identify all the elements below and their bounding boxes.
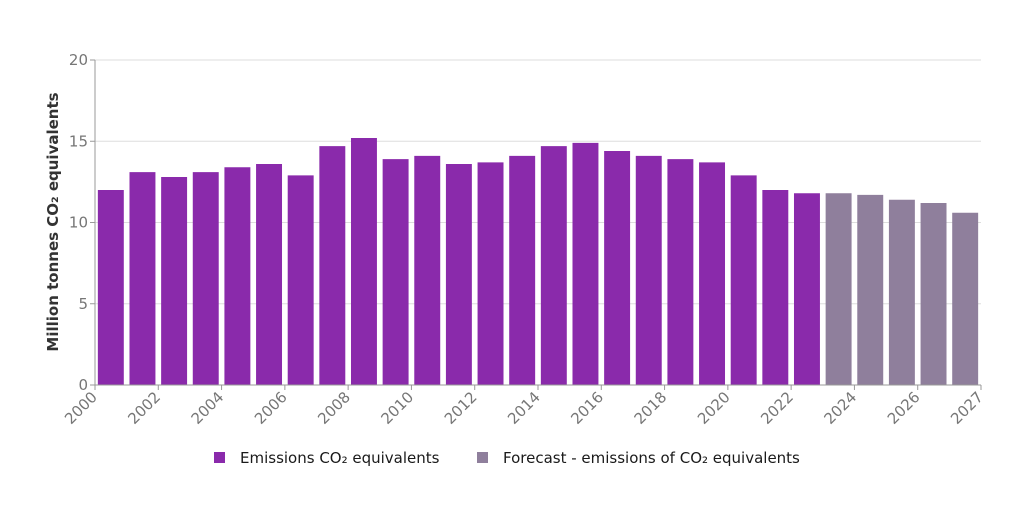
bars xyxy=(97,138,979,385)
bar-emissions xyxy=(382,159,409,385)
axes xyxy=(90,59,982,390)
bar-emissions xyxy=(350,138,377,385)
bar-emissions xyxy=(762,190,789,385)
x-tick-label: 2008 xyxy=(314,388,354,428)
x-tick-label: 2014 xyxy=(504,388,544,428)
bar-emissions xyxy=(414,155,441,385)
bar-emissions xyxy=(699,162,726,385)
x-tick-label: 2002 xyxy=(124,388,164,428)
legend-swatch-forecast xyxy=(477,452,488,463)
bar-emissions xyxy=(540,146,567,385)
bar-emissions xyxy=(192,172,219,385)
x-tick-label: 2016 xyxy=(567,388,607,428)
legend-swatch-emissions xyxy=(214,452,225,463)
bar-emissions xyxy=(319,146,346,385)
y-tick-label: 20 xyxy=(69,51,88,69)
bar-emissions xyxy=(604,151,631,385)
x-tick-label: 2027 xyxy=(947,388,987,428)
y-tick-labels: 0 5 10 15 20 xyxy=(69,51,88,394)
x-tick-label: 2004 xyxy=(188,388,228,428)
x-tick-labels: 2000 2002 2004 2006 2008 2010 2012 2014 2016 2018… xyxy=(61,388,987,428)
bar-forecast xyxy=(952,212,979,385)
bar-emissions xyxy=(224,167,251,385)
y-axis-title: Million tonnes CO₂ equivalents xyxy=(44,92,62,351)
x-tick-label: 2000 xyxy=(61,388,101,428)
bar-emissions xyxy=(793,193,820,385)
bar-emissions xyxy=(635,155,662,385)
y-tick-label: 0 xyxy=(78,376,88,394)
y-tick-label: 10 xyxy=(69,214,88,232)
x-tick-label: 2006 xyxy=(251,388,291,428)
x-tick-label: 2018 xyxy=(631,388,671,428)
bar-emissions xyxy=(287,175,314,385)
bar-emissions xyxy=(572,142,599,385)
bar-emissions xyxy=(667,159,694,385)
x-tick-label: 2020 xyxy=(694,388,734,428)
x-tick-label: 2024 xyxy=(821,388,861,428)
y-tick-label: 15 xyxy=(69,132,88,150)
bar-emissions xyxy=(97,190,124,385)
bar-forecast xyxy=(920,203,947,385)
legend-label-emissions: Emissions CO₂ equivalents xyxy=(240,449,440,467)
bar-emissions xyxy=(445,164,472,385)
bar-emissions xyxy=(509,155,536,385)
bar-forecast xyxy=(825,193,852,385)
bar-emissions xyxy=(477,162,504,385)
legend-label-forecast: Forecast - emissions of CO₂ equivalents xyxy=(503,449,800,467)
bar-emissions xyxy=(256,164,283,385)
x-tick-label: 2010 xyxy=(378,388,418,428)
bar-forecast xyxy=(888,199,915,385)
bar-emissions xyxy=(161,177,188,385)
x-tick-label: 2012 xyxy=(441,388,481,428)
x-tick-label: 2026 xyxy=(884,388,924,428)
legend: Emissions CO₂ equivalents Forecast - emi… xyxy=(214,449,800,467)
bar-emissions xyxy=(129,172,156,385)
x-tick-label: 2022 xyxy=(757,388,797,428)
bar-emissions xyxy=(730,175,757,385)
bar-forecast xyxy=(857,194,884,385)
y-tick-label: 5 xyxy=(78,295,88,313)
